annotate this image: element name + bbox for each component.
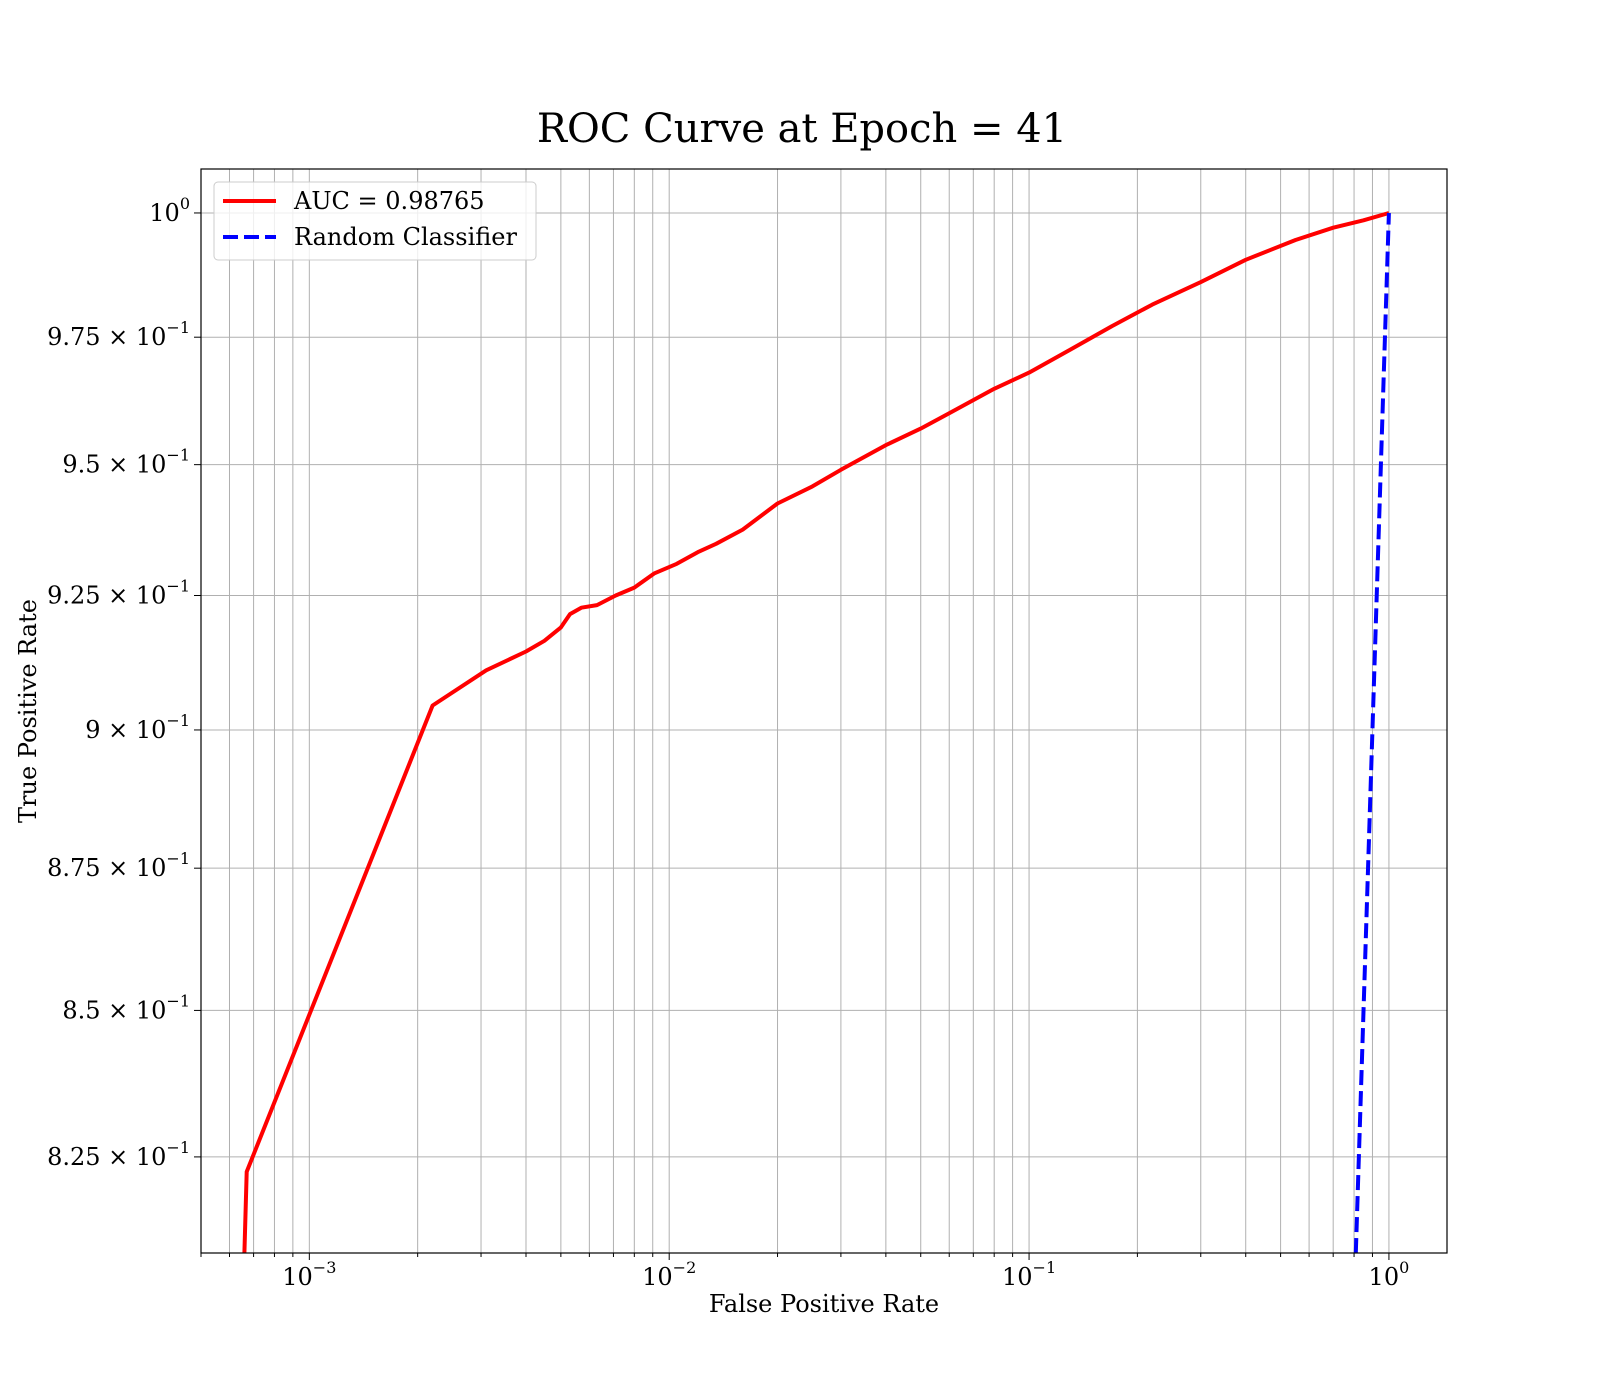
y-tick-label: 8.5 × 10−1 bbox=[62, 991, 190, 1024]
legend: AUC = 0.98765 Random Classifier bbox=[213, 181, 537, 261]
y-tick-label: 9.75 × 10−1 bbox=[47, 318, 190, 351]
roc-curve-line bbox=[242, 211, 1390, 1253]
y-tick-label: 8.25 × 10−1 bbox=[47, 1138, 190, 1171]
x-tick-label: 10−3 bbox=[282, 1258, 336, 1291]
grid bbox=[200, 169, 1447, 1253]
plot-frame bbox=[200, 168, 1448, 1254]
y-tick-label: 8.75 × 10−1 bbox=[47, 849, 190, 882]
plot-series bbox=[242, 211, 1391, 1253]
y-tick-label: 100 bbox=[149, 194, 190, 227]
axis-ticks: 10−3 10−2 10−1 100 8.25 × 10−1 8.5 × 10−1 8.75… bbox=[47, 194, 1409, 1291]
random-classifier-line bbox=[1353, 212, 1391, 1253]
x-axis-label: False Positive Rate bbox=[709, 1290, 939, 1318]
legend-box bbox=[213, 181, 537, 261]
y-tick-label: 9.25 × 10−1 bbox=[47, 577, 190, 610]
y-tick-label: 9 × 10−1 bbox=[85, 711, 190, 744]
x-tick-label: 100 bbox=[1369, 1258, 1410, 1291]
y-tick-label: 9.5 × 10−1 bbox=[62, 446, 190, 479]
y-axis-label: True Positive Rate bbox=[14, 599, 42, 823]
chart-title: ROC Curve at Epoch = 41 bbox=[537, 106, 1067, 152]
x-tick-label: 10−2 bbox=[642, 1258, 696, 1291]
x-tick-label: 10−1 bbox=[1002, 1258, 1056, 1291]
legend-label: Random Classifier bbox=[294, 223, 517, 251]
legend-label: AUC = 0.98765 bbox=[293, 187, 485, 215]
